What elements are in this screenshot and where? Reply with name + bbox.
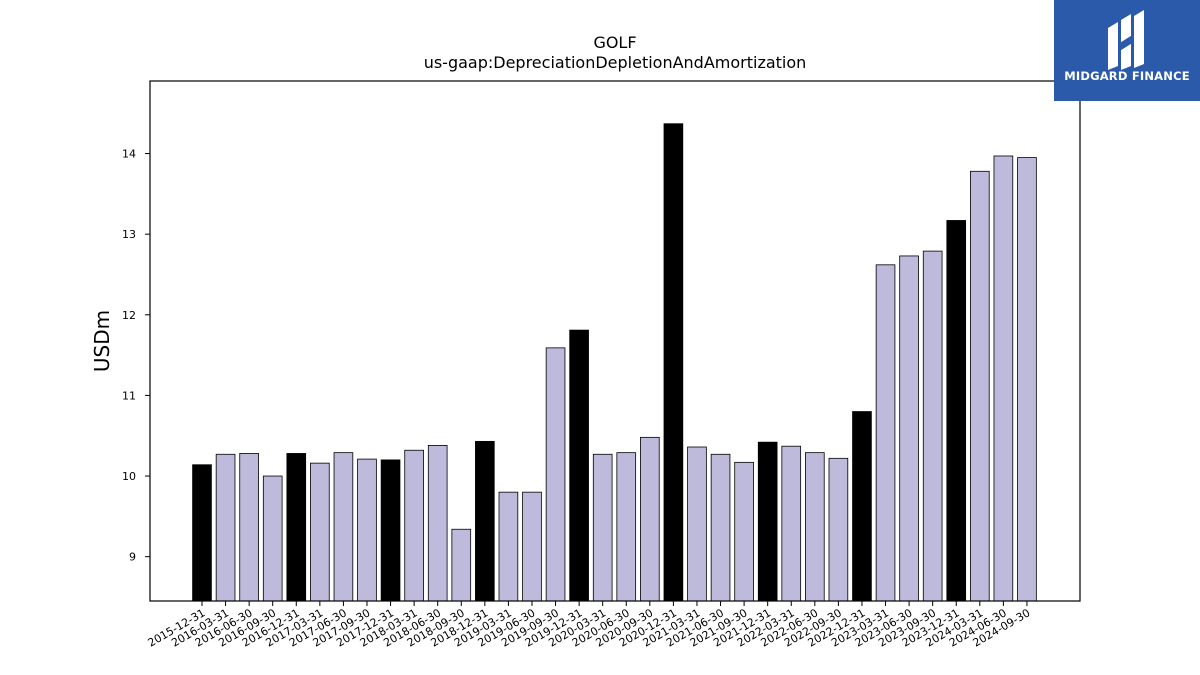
- bar-2022-12-31: [852, 411, 872, 602]
- bar-2023-06-30: [899, 255, 919, 602]
- bar-2024-09-30: [1017, 157, 1037, 602]
- bar-2023-03-31: [875, 264, 896, 602]
- y-tick-label: 10: [122, 470, 136, 483]
- bar-2020-06-30: [616, 452, 637, 602]
- brand-logo: MIDGARD FINANCE: [1054, 0, 1200, 101]
- bar-2022-06-30: [805, 452, 825, 602]
- bar-2017-03-31: [310, 462, 330, 602]
- bar-2018-12-31: [475, 440, 495, 602]
- bar-2023-12-31: [946, 220, 967, 602]
- y-tick-label: 13: [122, 228, 136, 241]
- bar-2019-12-31: [569, 329, 589, 602]
- bar-2022-03-31: [781, 445, 802, 602]
- bar-2020-12-31: [663, 123, 684, 602]
- y-tick-label: 9: [129, 551, 136, 564]
- bars-group: [192, 123, 1037, 602]
- bar-2015-12-31: [192, 464, 212, 602]
- bar-2020-03-31: [592, 453, 613, 602]
- bar-2016-12-31: [286, 453, 307, 602]
- bar-2020-09-30: [640, 436, 660, 602]
- bar-2016-09-30: [262, 475, 283, 602]
- bar-2021-12-31: [757, 441, 778, 602]
- plot-frame: [149, 80, 1081, 602]
- bar-2017-09-30: [357, 458, 377, 602]
- y-tick-label: 12: [122, 309, 136, 322]
- x-axis-ticks: 2015-12-312016-03-312016-06-302016-09-30…: [146, 601, 1032, 650]
- y-tick-label: 14: [122, 148, 136, 161]
- bar-2023-09-30: [922, 250, 943, 602]
- chart-subtitle: us-gaap:DepreciationDepletionAndAmortiza…: [424, 53, 807, 72]
- bar-2021-06-30: [710, 453, 731, 602]
- brand-name: MIDGARD FINANCE: [1064, 69, 1190, 83]
- bar-2019-09-30: [545, 347, 566, 602]
- bar-2021-09-30: [734, 461, 754, 602]
- bar-2016-03-31: [215, 453, 236, 602]
- y-tick-label: 11: [122, 389, 136, 402]
- bar-2024-03-31: [970, 170, 990, 602]
- midgard-logo-icon: [1108, 10, 1144, 70]
- chart-title: GOLF: [593, 33, 636, 52]
- y-axis-label: USDm: [90, 310, 114, 372]
- bar-2022-09-30: [828, 457, 849, 602]
- bar-2018-03-31: [404, 449, 424, 602]
- bar-2019-03-31: [498, 491, 519, 602]
- bar-2018-06-30: [427, 445, 448, 602]
- bar-2018-09-30: [451, 528, 472, 602]
- bar-2016-06-30: [239, 453, 259, 602]
- bar-2021-03-31: [687, 446, 707, 602]
- bar-2024-06-30: [993, 155, 1014, 602]
- bar-2017-12-31: [380, 459, 401, 602]
- y-axis-ticks: 9 10 11 12 13 14: [122, 148, 150, 564]
- bar-2017-06-30: [333, 452, 354, 602]
- bar-2019-06-30: [522, 491, 542, 602]
